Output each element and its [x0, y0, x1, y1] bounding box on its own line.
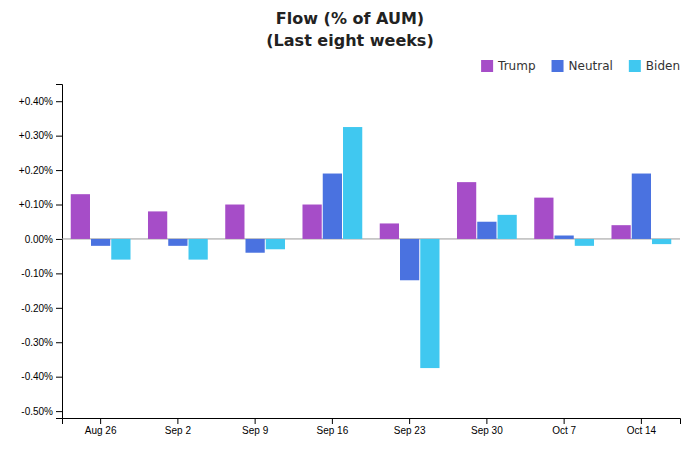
legend-swatch: [552, 60, 564, 72]
bar: [420, 239, 439, 368]
y-tick-label: 0.00%: [25, 234, 53, 245]
x-tick-mark: [255, 418, 256, 424]
y-axis-line: [56, 85, 63, 419]
bar: [400, 239, 419, 280]
y-tick-mark: [56, 342, 62, 343]
bar: [225, 205, 244, 239]
y-tick-mark: [56, 308, 62, 309]
bar: [498, 215, 517, 239]
y-tick-label: +0.20%: [19, 165, 53, 176]
y-tick: -0.10%: [21, 268, 62, 279]
x-tick-label: Sep 2: [165, 425, 192, 436]
bar: [246, 239, 265, 253]
bar: [457, 182, 476, 239]
x-tick-mark: [641, 418, 642, 424]
y-tick-mark: [56, 205, 62, 206]
x-tick-mark: [177, 418, 178, 424]
bar: [189, 239, 208, 260]
y-axis: -0.50% -0.40% -0.30% -0.20% -0.10% 0.00% +0.10…: [19, 85, 63, 419]
bar-series: [111, 127, 671, 368]
x-axis: Aug 26 Sep 2 Sep 9 Sep 16 Sep 23 Sep 30 Oct 7 O…: [63, 418, 681, 436]
y-tick: -0.50%: [21, 406, 62, 417]
y-tick-label: +0.40%: [19, 96, 53, 107]
x-tick-label: Aug 26: [85, 425, 117, 436]
y-tick: 0.00%: [25, 234, 62, 245]
y-tick-label: -0.10%: [21, 268, 53, 279]
bar: [575, 239, 594, 246]
legend: Trump Neutral Biden: [481, 59, 680, 73]
y-tick-mark: [56, 411, 62, 412]
y-tick: +0.40%: [19, 96, 62, 107]
x-tick-label: Oct 7: [552, 425, 576, 436]
bar: [71, 194, 90, 239]
chart: Flow (% of AUM)(Last eight weeks)-0.50%-…: [0, 0, 700, 454]
legend-item: Neutral: [552, 59, 613, 73]
x-tick-mark: [486, 418, 487, 424]
bar: [534, 198, 553, 239]
y-tick-mark: [56, 101, 62, 102]
x-tick: Aug 26: [85, 418, 117, 436]
y-tick-mark: [56, 170, 62, 171]
x-axis-line: [63, 419, 681, 425]
bar: [266, 239, 285, 249]
x-tick: Oct 7: [552, 418, 576, 436]
bar: [343, 127, 362, 239]
legend-swatch: [629, 60, 641, 72]
legend-item: Trump: [481, 59, 535, 73]
bar: [611, 225, 630, 239]
y-tick: -0.20%: [21, 303, 62, 314]
y-tick-label: -0.20%: [21, 303, 53, 314]
y-tick-label: -0.50%: [21, 406, 53, 417]
x-tick-mark: [409, 418, 410, 424]
y-tick-mark: [56, 273, 62, 274]
bar: [380, 223, 399, 238]
y-tick-label: -0.40%: [21, 371, 53, 382]
y-tick-mark: [56, 239, 62, 240]
y-tick: -0.40%: [21, 371, 62, 382]
bar: [91, 239, 110, 246]
bar-series: [91, 174, 651, 281]
bar: [477, 222, 496, 239]
y-tick: +0.10%: [19, 199, 62, 210]
y-tick: +0.30%: [19, 130, 62, 141]
bar: [652, 239, 671, 244]
legend-label: Neutral: [569, 59, 613, 73]
y-tick-label: +0.10%: [19, 199, 53, 210]
x-tick-mark: [100, 418, 101, 424]
title: Flow (% of AUM): [276, 9, 424, 28]
bar: [302, 205, 321, 239]
x-tick-label: Sep 9: [242, 425, 269, 436]
x-tick: Sep 23: [394, 418, 426, 436]
x-tick: Sep 16: [317, 418, 349, 436]
bar: [632, 174, 651, 239]
x-tick-mark: [564, 418, 565, 424]
bar: [168, 239, 187, 246]
x-tick-mark: [332, 418, 333, 424]
bar: [323, 174, 342, 239]
legend-item: Biden: [629, 59, 680, 73]
y-tick-mark: [56, 377, 62, 378]
x-tick: Oct 14: [627, 418, 657, 436]
x-tick: Sep 2: [165, 418, 192, 436]
y-tick-label: -0.30%: [21, 337, 53, 348]
subtitle: (Last eight weeks): [266, 31, 433, 50]
bar: [111, 239, 130, 260]
y-tick-mark: [56, 136, 62, 137]
bars: [71, 127, 672, 368]
bar: [555, 236, 574, 239]
x-tick-label: Sep 23: [394, 425, 426, 436]
x-tick-label: Oct 14: [627, 425, 657, 436]
x-tick-label: Sep 16: [317, 425, 349, 436]
y-tick: +0.20%: [19, 165, 62, 176]
y-tick-label: +0.30%: [19, 130, 53, 141]
y-tick: -0.30%: [21, 337, 62, 348]
x-tick: Sep 9: [242, 418, 269, 436]
bar: [148, 211, 167, 239]
legend-label: Trump: [497, 59, 535, 73]
x-tick: Sep 30: [471, 418, 503, 436]
legend-label: Biden: [646, 59, 680, 73]
x-tick-label: Sep 30: [471, 425, 503, 436]
legend-swatch: [481, 60, 493, 72]
